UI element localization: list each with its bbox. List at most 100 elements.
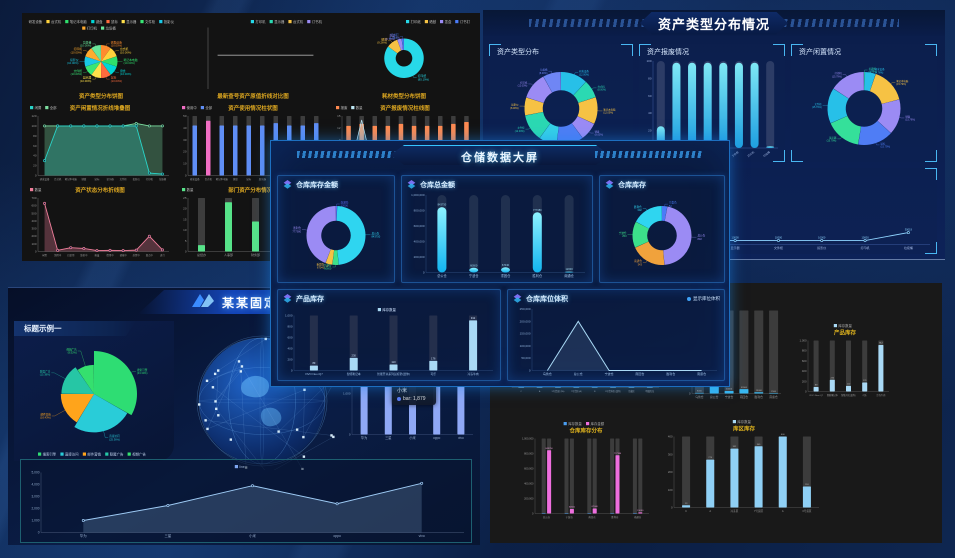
legend-item[interactable]: 文件柜 [140,19,156,24]
legend-item[interactable]: 库存数量 [833,323,853,328]
bar[interactable] [813,386,819,392]
legend-item[interactable]: 闲置 [30,105,42,110]
bar[interactable] [592,508,597,514]
bar[interactable] [615,455,620,514]
pie-slice[interactable] [539,123,559,145]
bar[interactable] [309,365,318,371]
legend-item[interactable]: 数量 [182,187,194,192]
legend-item[interactable]: 直接访问 [60,452,79,457]
bar[interactable] [694,392,704,394]
pie-slice[interactable] [397,38,403,51]
pie-slice[interactable] [101,56,118,67]
pie-slice[interactable] [632,221,649,248]
bar[interactable] [206,120,211,176]
legend-item[interactable]: 打印机 [250,19,266,24]
bar[interactable] [846,385,851,392]
pie-slice[interactable] [543,72,561,93]
bar[interactable] [730,448,739,508]
legend-item[interactable]: 硒鼓 [424,19,437,24]
bar[interactable] [198,245,205,252]
legend-item[interactable]: 数量 [30,187,42,192]
legend-item[interactable]: 库存数量 [563,421,583,426]
pie-slice[interactable] [306,206,336,264]
bar[interactable] [778,436,787,508]
bar[interactable] [739,389,749,394]
legend-item[interactable]: 显示器 [269,20,285,24]
pie-slice[interactable] [663,206,692,265]
pie-slice[interactable] [833,72,864,99]
pie-slice[interactable] [325,249,335,265]
pie-slice[interactable] [858,120,891,145]
pie-slice[interactable] [556,123,583,145]
line-series[interactable] [546,320,702,371]
pie-slice[interactable] [84,56,102,67]
bar[interactable] [703,62,712,148]
legend-item[interactable]: 订书机 [307,19,323,24]
legend-item[interactable]: 库存数量 [377,307,397,312]
bar[interactable] [632,513,637,514]
pie-slice[interactable] [101,48,117,62]
legend-item[interactable]: 台式机 [288,19,304,24]
bar[interactable] [750,62,759,148]
bar[interactable] [564,271,574,273]
legend-item[interactable]: 垃圾桶 [101,26,116,31]
bar[interactable] [547,450,552,514]
bar[interactable] [829,379,835,392]
bar[interactable] [246,125,252,176]
bar[interactable] [437,207,447,273]
pie-slice[interactable] [85,61,101,75]
bar[interactable] [389,364,398,371]
bar[interactable] [233,125,238,176]
bar[interactable] [682,505,691,508]
bar[interactable] [252,221,259,252]
legend-item[interactable]: 使用中 [182,105,197,110]
bar[interactable] [225,202,232,252]
bar[interactable] [754,392,764,394]
bar[interactable] [754,446,763,508]
legend-item[interactable]: 数量 [351,105,363,110]
bar[interactable] [709,386,719,394]
line-series[interactable] [44,203,163,252]
pie-slice[interactable] [877,99,901,134]
legend-item[interactable]: 投影仪 [159,19,174,24]
legend-item[interactable]: 墨盒 [440,19,452,24]
pie-slice[interactable] [60,394,94,423]
legend-item[interactable]: 全部 [45,105,57,110]
bar[interactable] [769,393,779,394]
bar[interactable] [688,62,697,148]
legend-item[interactable]: 键盘 [91,19,103,24]
bar[interactable] [802,486,811,508]
pie-slice[interactable] [635,241,665,265]
bar[interactable] [532,212,542,273]
pie-slice[interactable] [864,72,865,91]
legend-item[interactable]: 库存金额 [586,421,605,426]
bar[interactable] [360,381,368,435]
pie-slice[interactable] [526,76,553,103]
legend-item[interactable]: 报废 [336,105,348,110]
legend-item[interactable]: line [234,465,245,469]
pie-slice[interactable] [635,206,662,229]
bar[interactable] [672,62,681,148]
bar[interactable] [501,267,510,273]
legend-item[interactable]: 研发设备 [28,19,43,24]
pie-slice[interactable] [85,48,101,62]
line-series[interactable] [44,125,163,175]
pie-slice[interactable] [401,38,404,51]
legend-item[interactable]: 搜索引擎 [38,452,57,457]
pie-slice[interactable] [336,206,338,221]
legend-item[interactable]: 打印纸 [406,19,421,24]
bar[interactable] [219,125,225,176]
pie-slice[interactable] [336,206,366,265]
bar[interactable] [429,360,438,371]
pie-slice[interactable] [827,88,849,124]
window-fixed-asset-board[interactable]: 某某固定资产管理大屏 标题示例一 搜索引擎(33.30%)直接访问(25.36%… [8,287,480,545]
pie-slice[interactable] [101,45,111,62]
pie-slice[interactable] [524,97,544,116]
pie-slice[interactable] [525,112,551,139]
bar[interactable] [878,344,884,392]
bar[interactable] [564,513,569,514]
pie-slice[interactable] [573,81,596,103]
pie-slice[interactable] [384,38,424,79]
pie-slice[interactable] [388,39,402,54]
pie-slice[interactable] [91,45,101,62]
